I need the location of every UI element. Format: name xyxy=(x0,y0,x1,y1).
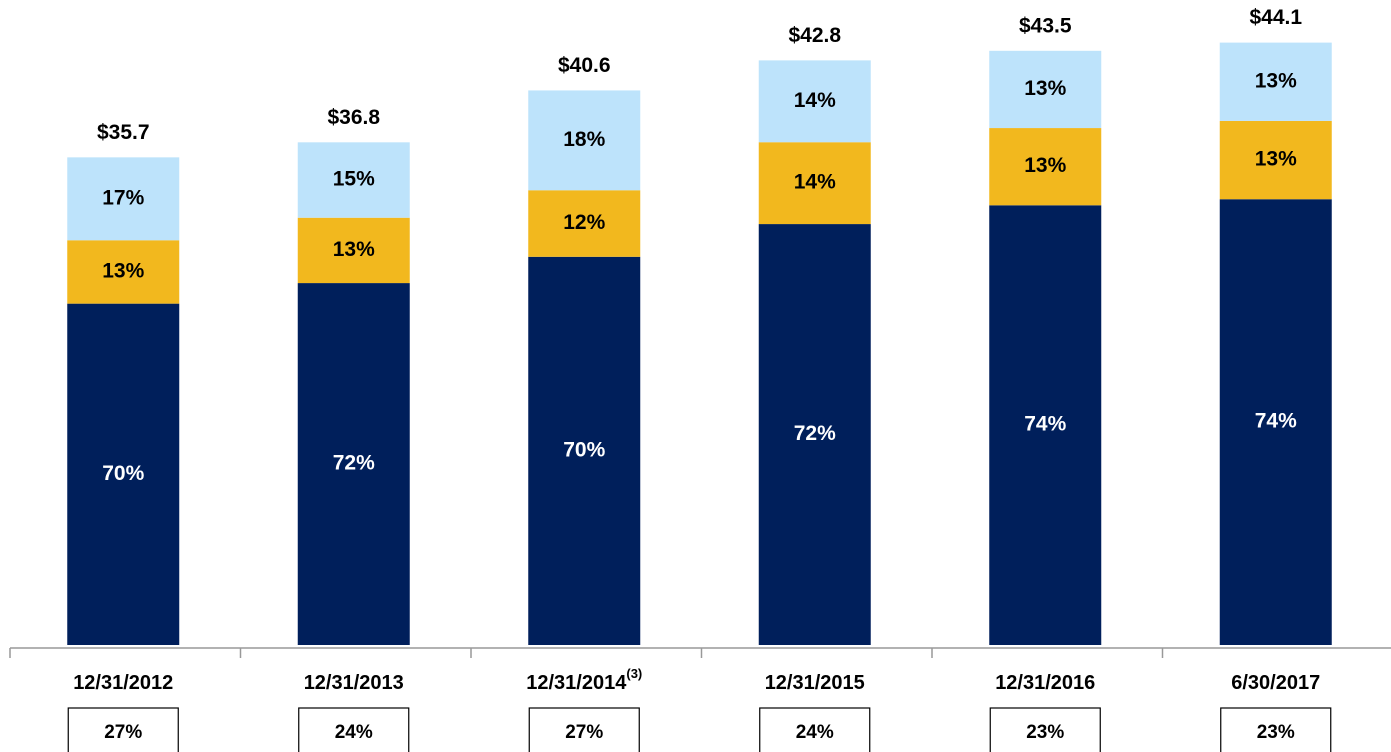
segment-label: 14% xyxy=(794,171,836,194)
segment-label: 12% xyxy=(563,211,605,234)
footnote: (3) xyxy=(626,666,642,681)
segment-label: 74% xyxy=(1024,413,1066,436)
segment-label: 15% xyxy=(333,168,375,191)
segment-label: 14% xyxy=(794,89,836,112)
segment-label: 13% xyxy=(1255,148,1297,171)
segment-label: 13% xyxy=(1024,154,1066,177)
total-label: $44.1 xyxy=(1249,6,1302,29)
segment-label: 72% xyxy=(794,422,836,445)
bar-segment xyxy=(528,256,641,645)
total-label: $42.8 xyxy=(788,24,841,47)
segment-label: 72% xyxy=(333,452,375,475)
x-tick-label: 12/31/2014(3) xyxy=(526,666,642,694)
total-label: $43.5 xyxy=(1019,14,1072,37)
bar-segment xyxy=(297,283,410,645)
segment-label: 70% xyxy=(102,462,144,485)
segment-label: 13% xyxy=(1024,77,1066,100)
x-tick-label: 12/31/2013 xyxy=(304,672,404,694)
category: 12/31/2013 xyxy=(304,672,404,694)
total-label: $36.8 xyxy=(327,106,380,129)
bar-segment xyxy=(297,217,410,284)
box xyxy=(989,707,1101,752)
segment-label: 70% xyxy=(563,438,605,461)
box xyxy=(759,707,871,752)
bar-segment xyxy=(528,90,641,191)
category: 6/30/2017 xyxy=(1231,672,1320,694)
bar-segment xyxy=(528,190,641,257)
box xyxy=(528,707,640,752)
segment-label: 18% xyxy=(563,128,605,151)
category: 12/31/2016 xyxy=(995,672,1095,694)
bar-segment xyxy=(67,157,180,241)
segment-label: 13% xyxy=(1255,69,1297,92)
box-label: 27% xyxy=(565,722,603,743)
x-tick-label: 12/31/2015 xyxy=(765,672,865,694)
total-label: $40.6 xyxy=(558,54,611,77)
category: 12/31/2015 xyxy=(765,672,865,694)
segment-label: 17% xyxy=(102,186,144,209)
category: 12/31/2014 xyxy=(526,672,627,694)
bar-segment xyxy=(297,142,410,218)
box xyxy=(1220,707,1332,752)
box xyxy=(298,707,410,752)
bar-segment xyxy=(758,142,871,225)
x-tick-label: 12/31/2016 xyxy=(995,672,1095,694)
bar-segment xyxy=(1219,42,1332,121)
box-label: 23% xyxy=(1257,722,1295,743)
bar-segment xyxy=(67,240,180,304)
box-label: 23% xyxy=(1026,722,1064,743)
x-tick-label: 6/30/2017 xyxy=(1231,672,1320,694)
box xyxy=(67,707,179,752)
segment-label: 13% xyxy=(102,259,144,282)
bar-segment xyxy=(989,205,1102,646)
bar-segment xyxy=(758,224,871,645)
bar-segment xyxy=(67,303,180,645)
bar-segment xyxy=(989,128,1102,206)
bar-segment xyxy=(1219,199,1332,645)
bar-segment xyxy=(1219,120,1332,200)
segment-label: 74% xyxy=(1255,410,1297,433)
total-label: $35.7 xyxy=(97,121,150,144)
bar-segment xyxy=(758,60,871,143)
category: 12/31/2012 xyxy=(73,672,173,694)
box-label: 24% xyxy=(335,722,373,743)
x-tick-label: 12/31/2012 xyxy=(73,672,173,694)
box-label: 27% xyxy=(104,722,142,743)
bar-segment xyxy=(989,50,1102,129)
segment-label: 13% xyxy=(333,238,375,261)
box-label: 24% xyxy=(796,722,834,743)
